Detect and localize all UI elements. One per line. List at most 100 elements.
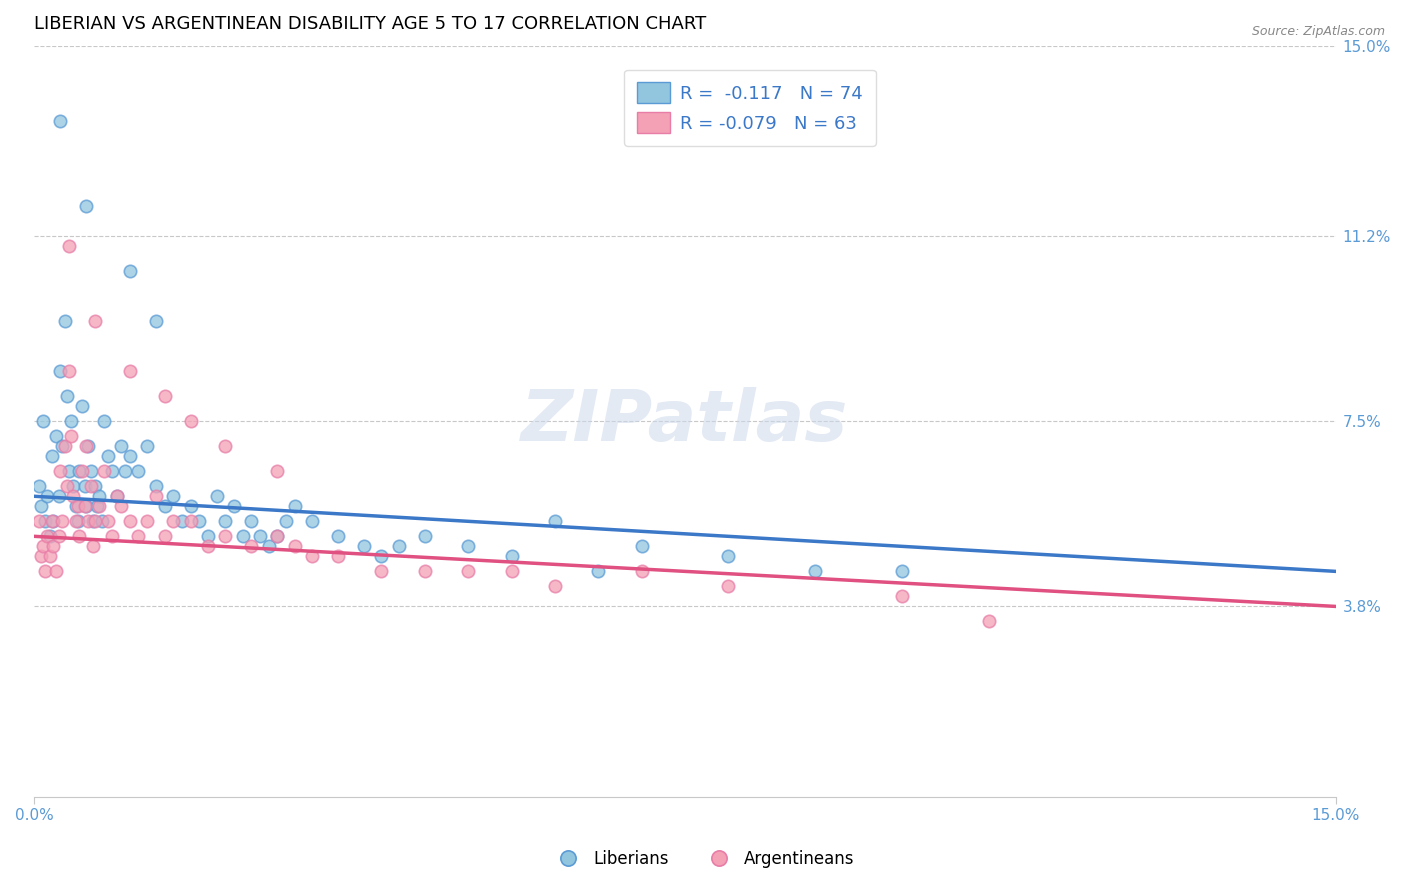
Point	[804, 565, 827, 579]
Point	[214, 529, 236, 543]
Point	[89, 500, 111, 514]
Point	[62, 479, 84, 493]
Point	[30, 500, 52, 514]
Point	[65, 514, 87, 528]
Point	[544, 514, 567, 528]
Point	[75, 439, 97, 453]
Text: Source: ZipAtlas.com: Source: ZipAtlas.com	[1251, 25, 1385, 38]
Point	[153, 500, 176, 514]
Point	[118, 364, 141, 378]
Point	[101, 464, 124, 478]
Point	[118, 514, 141, 528]
Point	[370, 549, 392, 564]
Point	[58, 239, 80, 253]
Point	[56, 389, 79, 403]
Point	[66, 500, 89, 514]
Point	[162, 514, 184, 528]
Point	[53, 314, 76, 328]
Point	[49, 364, 72, 378]
Point	[86, 500, 108, 514]
Point	[301, 549, 323, 564]
Point	[62, 489, 84, 503]
Point	[73, 479, 96, 493]
Point	[630, 539, 652, 553]
Point	[717, 579, 740, 593]
Point	[162, 489, 184, 503]
Point	[544, 579, 567, 593]
Point	[48, 489, 70, 503]
Point	[180, 414, 202, 428]
Point	[630, 565, 652, 579]
Text: LIBERIAN VS ARGENTINEAN DISABILITY AGE 5 TO 17 CORRELATION CHART: LIBERIAN VS ARGENTINEAN DISABILITY AGE 5…	[34, 15, 707, 33]
Point	[49, 464, 72, 478]
Point	[249, 529, 271, 543]
Point	[93, 414, 115, 428]
Point	[370, 565, 392, 579]
Point	[58, 464, 80, 478]
Point	[84, 479, 107, 493]
Point	[274, 514, 297, 528]
Point	[80, 479, 103, 493]
Point	[32, 539, 55, 553]
Point	[197, 529, 219, 543]
Point	[80, 464, 103, 478]
Point	[82, 539, 104, 553]
Point	[353, 539, 375, 553]
Point	[51, 514, 73, 528]
Point	[240, 514, 263, 528]
Point	[69, 464, 91, 478]
Point	[388, 539, 411, 553]
Point	[180, 514, 202, 528]
Point	[588, 565, 610, 579]
Point	[58, 364, 80, 378]
Point	[51, 439, 73, 453]
Point	[284, 539, 307, 553]
Point	[70, 399, 93, 413]
Point	[45, 565, 67, 579]
Point	[136, 439, 159, 453]
Point	[45, 429, 67, 443]
Point	[222, 500, 245, 514]
Point	[232, 529, 254, 543]
Point	[457, 539, 479, 553]
Point	[145, 314, 167, 328]
Point	[34, 514, 56, 528]
Point	[890, 590, 912, 604]
Point	[37, 529, 59, 543]
Point	[136, 514, 159, 528]
Point	[82, 514, 104, 528]
Point	[84, 514, 107, 528]
Point	[114, 464, 136, 478]
Point	[457, 565, 479, 579]
Point	[66, 514, 89, 528]
Point	[214, 514, 236, 528]
Point	[284, 500, 307, 514]
Point	[70, 464, 93, 478]
Point	[105, 489, 128, 503]
Point	[257, 539, 280, 553]
Point	[84, 314, 107, 328]
Point	[42, 539, 65, 553]
Text: ZIPatlas: ZIPatlas	[522, 386, 849, 456]
Point	[266, 529, 288, 543]
Point	[41, 514, 63, 528]
Point	[34, 565, 56, 579]
Point	[39, 529, 62, 543]
Point	[28, 479, 51, 493]
Point	[32, 414, 55, 428]
Point	[205, 489, 228, 503]
Point	[197, 539, 219, 553]
Point	[501, 549, 523, 564]
Point	[127, 529, 149, 543]
Point	[266, 529, 288, 543]
Point	[73, 500, 96, 514]
Point	[301, 514, 323, 528]
Point	[42, 514, 65, 528]
Point	[266, 464, 288, 478]
Point	[39, 549, 62, 564]
Point	[110, 439, 132, 453]
Point	[127, 464, 149, 478]
Point	[153, 389, 176, 403]
Point	[77, 439, 100, 453]
Point	[30, 549, 52, 564]
